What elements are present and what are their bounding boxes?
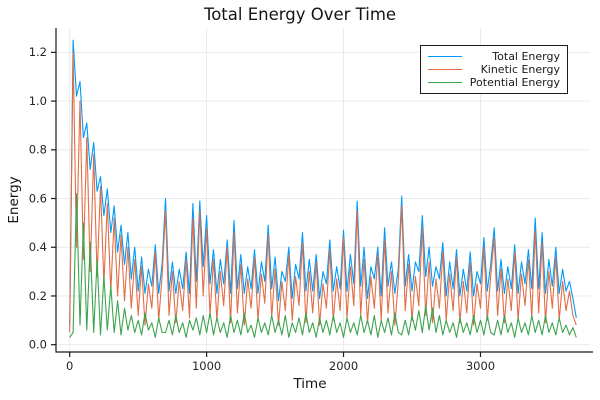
legend-line-sample [428,82,462,83]
y-tick-label: 1.0 [29,94,47,108]
x-tick-label: 2000 [329,359,358,373]
y-tick-label: 0.4 [29,240,47,254]
legend-line-sample [428,69,462,70]
x-axis-label: Time [293,376,327,392]
legend-line-sample [428,56,462,57]
y-tick-label: 0.2 [29,289,47,303]
legend: Total Energy Kinetic Energy Potential Ener… [420,45,568,94]
x-tick-label: 0 [66,359,73,373]
legend-label: Total Energy [492,50,560,63]
x-tick-label: 3000 [466,359,495,373]
legend-entry: Kinetic Energy [428,63,560,76]
y-tick-label: 0.6 [29,191,47,205]
y-axis-label: Energy [6,176,22,224]
series-line-0 [69,39,577,326]
legend-entry: Total Energy [428,50,560,63]
chart-title: Total Energy Over Time [203,5,397,24]
y-tick-label: 0.0 [29,337,47,351]
y-tick-label: 0.8 [29,143,47,157]
y-tick-label: 1.2 [29,45,47,59]
series-line-2 [69,193,577,338]
legend-label: Potential Energy [469,76,560,89]
legend-entry: Potential Energy [428,76,560,89]
legend-label: Kinetic Energy [480,63,560,76]
series-line-1 [69,51,577,333]
x-tick-label: 1000 [192,359,221,373]
